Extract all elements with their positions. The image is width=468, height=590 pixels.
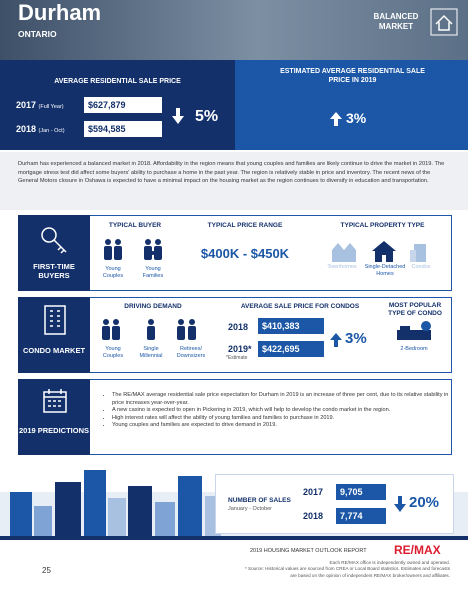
buyers-side	[18, 215, 90, 291]
buyer-type: Young Families	[142, 266, 164, 279]
price-range: $400K - $450K	[200, 246, 290, 261]
buyer-type: Young Couples	[102, 266, 124, 279]
up-arrow	[330, 112, 342, 126]
year: 2017	[16, 100, 37, 110]
price-title: AVERAGE RESIDENTIAL SALE PRICE	[54, 78, 181, 85]
footnotes: Each RE/MAX office is independently owne…	[240, 560, 450, 579]
people-icons	[102, 319, 196, 340]
down-arrow	[394, 496, 406, 512]
section-heading: DRIVING DEMAND	[124, 303, 182, 310]
sales-value: 9,705	[336, 484, 386, 500]
summary-text: Durham has experienced a balanced market…	[18, 161, 445, 185]
price-value: $594,585	[84, 121, 162, 137]
year: 2019*	[228, 344, 252, 354]
sales-change: 20%	[409, 494, 440, 511]
up-arrow	[330, 333, 342, 347]
estimate-title: ESTIMATED AVERAGE RESIDENTIAL SALE PRICE…	[280, 68, 425, 85]
demand-type: Retirees/ Downsizers	[176, 346, 206, 359]
key-icon	[41, 227, 67, 254]
price-value: $627,879	[84, 97, 162, 113]
predictions-label: 2019 PREDICTIONS	[18, 426, 90, 435]
report-title: 2019 HOUSING MARKET OUTLOOK REPORT	[250, 548, 367, 554]
down-arrow	[172, 108, 184, 124]
year: 2017	[303, 487, 324, 497]
property-icons	[332, 241, 426, 262]
period: (Full Year)	[38, 104, 64, 110]
bed-icon	[397, 321, 431, 340]
building-icon	[44, 305, 66, 335]
sales-value: 7,774	[336, 508, 386, 524]
sales-card	[215, 474, 454, 534]
buyers-label: FIRST-TIME BUYERS	[33, 262, 75, 281]
price-row: 2018 (Jan - Oct)	[16, 124, 65, 134]
condo-label: CONDO MARKET	[22, 346, 86, 355]
estimate-panel	[235, 60, 468, 150]
section-heading: TYPICAL PRICE RANGE	[207, 222, 283, 229]
people-icons	[104, 239, 162, 260]
section-heading: MOST POPULAR TYPE OF CONDO	[388, 302, 442, 318]
city-title: Durham	[18, 0, 102, 25]
year: 2018	[228, 322, 249, 332]
price-change: 5%	[195, 108, 219, 125]
summary-band	[0, 152, 468, 210]
condo-price: $410,383	[258, 318, 324, 334]
section-heading: TYPICAL BUYER	[108, 222, 162, 229]
estimate-note: *Estimate	[226, 355, 248, 361]
badge-icon	[430, 8, 458, 36]
sales-title: NUMBER OF SALES	[228, 497, 291, 504]
popular-type: 2-Bedroom	[400, 346, 428, 352]
calendar-icon	[43, 389, 67, 413]
footnote: * Source: Historical values are sourced …	[244, 566, 450, 578]
section-heading: AVERAGE SALE PRICE FOR CONDOS	[240, 303, 360, 310]
prediction: High interest rates will affect the abil…	[112, 415, 452, 423]
period: (Jan - Oct)	[38, 128, 65, 134]
estimate-change: 3%	[346, 110, 367, 126]
condo-price: $422,695	[258, 341, 324, 357]
sales-period: January - October	[228, 506, 273, 512]
predictions-list: The RE/MAX average residential sale pric…	[102, 392, 452, 430]
demand-type: Single Millennial	[139, 346, 163, 359]
brand: RE/MAX	[394, 543, 441, 557]
province: ONTARIO	[18, 29, 57, 39]
prediction: Young couples and families are expected …	[112, 422, 452, 430]
section-heading: TYPICAL PROPERTY TYPE	[340, 222, 425, 229]
demand-type: Young Couples	[102, 346, 124, 359]
condo-change: 3%	[345, 330, 367, 347]
page-number: 25	[42, 566, 51, 575]
year: 2018	[303, 511, 324, 521]
property-type: Single-Detached Homes	[364, 264, 406, 277]
footnote: Each RE/MAX office is independently owne…	[329, 560, 450, 565]
market-badge: BALANCED MARKET	[373, 12, 419, 31]
price-row: 2017 (Full Year)	[16, 100, 64, 110]
property-type: Condos	[411, 264, 431, 270]
prediction: The RE/MAX average residential sale pric…	[112, 392, 452, 407]
property-type: Townhomes	[327, 264, 357, 270]
prediction: A new casino is expected to open in Pick…	[112, 407, 452, 415]
year: 2018	[16, 124, 37, 134]
condo-side	[18, 297, 90, 373]
header-photo	[0, 0, 468, 60]
